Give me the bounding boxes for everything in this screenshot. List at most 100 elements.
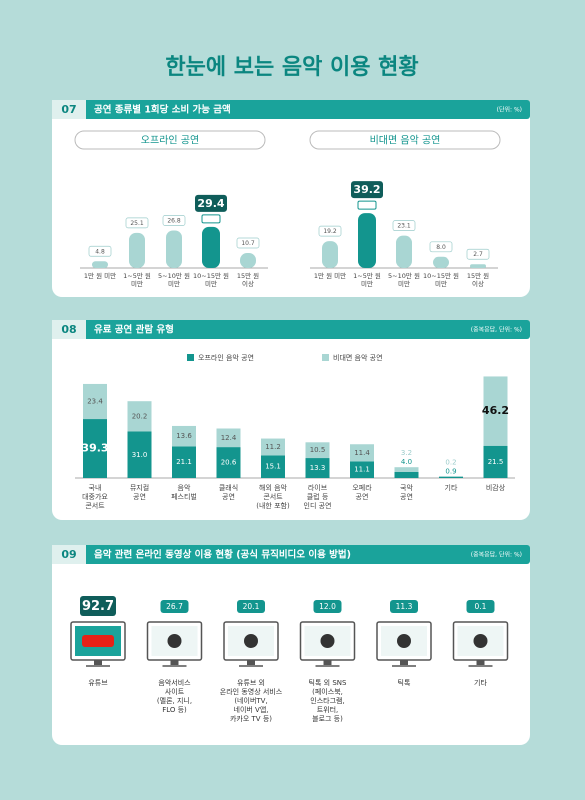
value-label: 31.0 xyxy=(132,451,148,459)
bar-segment xyxy=(83,383,107,420)
chart-subtitle: 오프라인 공연 xyxy=(141,135,199,147)
monitor-stand xyxy=(247,660,255,665)
highlight-icon xyxy=(357,200,377,210)
legend-label: 오프라인 음악 공연 xyxy=(198,353,254,362)
section-number-box xyxy=(52,545,86,564)
app-icon xyxy=(397,634,411,648)
x-tick-label: 1~5만 원 미만 xyxy=(123,271,151,288)
bar xyxy=(92,261,108,268)
value-badge xyxy=(195,194,227,212)
category-label: 유튜브 외 온라인 동영상 서비스 (네이버TV, 네이버 V앱, 카카오 TV 등) xyxy=(220,678,283,723)
value-label: 15.1 xyxy=(265,463,281,471)
value-label: 20.2 xyxy=(132,412,148,420)
value-badge xyxy=(392,220,416,232)
value-label: 12.4 xyxy=(221,434,237,442)
app-icon xyxy=(244,634,258,648)
bar-segment xyxy=(439,476,463,478)
bar-segment xyxy=(483,376,508,446)
value-badge xyxy=(162,215,186,226)
x-tick-label: 기타 xyxy=(445,483,458,492)
bar xyxy=(240,253,256,268)
bar-segment xyxy=(261,455,285,478)
monitor-stand xyxy=(400,660,408,665)
value-label: 3.2 xyxy=(401,449,412,457)
x-tick-label: 15만 원 이상 xyxy=(467,271,489,288)
x-tick-label: 1~5만 원 미만 xyxy=(353,271,381,288)
bar-segment xyxy=(261,438,285,456)
x-tick-label: 라이브 클럽 등 인디 공연 xyxy=(304,483,332,510)
x-tick-label: 클래식 공연 xyxy=(219,483,238,501)
x-tick-label: 음악 페스티벌 xyxy=(171,484,197,501)
value-label: 19.2 xyxy=(323,228,337,235)
value-label: 0.1 xyxy=(475,602,487,611)
panel xyxy=(52,545,530,745)
category-label: 틱톡 외 SNS (페이스북, 인스타그램, 트위터, 블로그 등) xyxy=(309,678,347,723)
section-number-box xyxy=(52,320,86,339)
value-label: 8.0 xyxy=(436,244,446,251)
x-tick-label: 국내 대중가요 콘서트 xyxy=(82,483,108,510)
section-number: 09 xyxy=(61,548,76,561)
value-badge xyxy=(390,600,418,613)
bar-segment xyxy=(172,425,196,447)
bar xyxy=(433,256,449,268)
category-label: 틱톡 xyxy=(398,678,411,687)
section-header xyxy=(52,320,530,339)
legend-swatch xyxy=(187,354,194,361)
chart-subtitle: 비대면 음악 공연 xyxy=(370,135,441,147)
value-label: 25.1 xyxy=(130,220,144,227)
x-tick-label: 해외 음악 콘서트 (내한 포함) xyxy=(256,483,290,510)
legend-swatch xyxy=(322,354,329,361)
legend-label: 비대면 음악 공연 xyxy=(333,353,383,362)
section-title: 공연 종류별 1회당 소비 가능 금액 xyxy=(94,104,231,116)
value-badge xyxy=(466,248,490,260)
x-tick-label: 10~15만 원 미만 xyxy=(423,271,459,288)
bar xyxy=(470,264,486,268)
value-badge xyxy=(80,596,116,616)
subtitle-pill xyxy=(309,130,501,150)
section-title: 유료 공연 관람 유형 xyxy=(94,324,174,336)
value-badge xyxy=(466,600,495,613)
x-tick-label: 뮤지컬 공연 xyxy=(130,483,149,501)
x-tick-label: 오페라 공연 xyxy=(352,483,372,501)
app-icon xyxy=(167,634,182,648)
bar-segment xyxy=(305,442,330,459)
x-tick-label: 5~10만 원 미만 xyxy=(388,271,420,288)
panel xyxy=(52,100,530,297)
x-tick-label: 5~10만 원 미만 xyxy=(158,271,190,288)
value-label: 23.1 xyxy=(397,223,411,230)
bar xyxy=(166,230,182,268)
x-tick-label: 10~15만 원 미만 xyxy=(193,271,229,288)
value-label: 26.7 xyxy=(166,602,183,611)
monitor-stand xyxy=(94,660,102,665)
value-badge xyxy=(236,237,260,249)
value-label: 92.7 xyxy=(82,599,114,614)
value-label: 4.8 xyxy=(95,248,105,255)
value-label: 13.6 xyxy=(176,432,192,440)
panel xyxy=(52,320,530,520)
value-label: 2.7 xyxy=(473,251,483,258)
value-label: 21.1 xyxy=(176,458,192,466)
bar-segment xyxy=(394,467,419,472)
value-label: 46.2 xyxy=(482,404,509,417)
highlight-icon xyxy=(201,214,221,224)
value-label: 13.3 xyxy=(310,464,326,472)
section-unit: (단위: %) xyxy=(497,106,522,114)
value-badge xyxy=(313,600,342,613)
bar xyxy=(322,241,338,268)
monitor-stand xyxy=(323,660,332,665)
value-badge xyxy=(88,245,112,257)
section-title: 음악 관련 온라인 동영상 이용 현황 (공식 뮤직비디오 이용 방법) xyxy=(94,549,351,561)
x-tick-label: 국악 공연 xyxy=(400,484,413,501)
section-header xyxy=(52,545,530,564)
bar-segment xyxy=(216,447,241,478)
bar xyxy=(358,213,376,268)
value-label: 39.2 xyxy=(353,183,380,196)
bar xyxy=(129,232,145,268)
bar-segment xyxy=(127,401,152,432)
x-tick-label: 1만 원 미만 xyxy=(314,271,346,280)
value-label: 39.3 xyxy=(81,442,108,455)
bar-segment xyxy=(394,472,419,478)
bar xyxy=(202,226,220,268)
bar-segment xyxy=(216,428,241,448)
